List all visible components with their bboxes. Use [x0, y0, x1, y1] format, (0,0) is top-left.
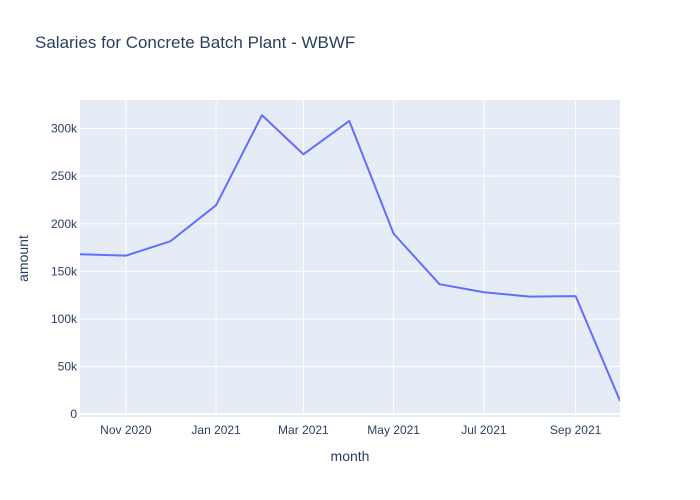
x-axis-ticks: Nov 2020 Jan 2021 Mar 2021 May 2021 Jul 2021…: [100, 423, 601, 437]
series-layer: [80, 114, 620, 402]
y-tick-label: 200k: [51, 217, 78, 231]
x-tick-label: Jan 2021: [191, 423, 241, 437]
x-tick-label: Sep 2021: [550, 423, 602, 437]
y-tick-label: 100k: [51, 312, 78, 326]
x-axis-title: month: [331, 448, 370, 464]
y-axis-ticks: 0 50k 100k 150k 200k 250k 300k: [51, 122, 78, 422]
x-tick-label: Jul 2021: [461, 423, 507, 437]
y-tick-label: 300k: [51, 122, 78, 136]
x-tick-label: Nov 2020: [100, 423, 152, 437]
series-line: [80, 114, 620, 402]
chart-title: Salaries for Concrete Batch Plant - WBWF: [35, 33, 356, 52]
y-tick-label: 50k: [58, 360, 78, 374]
x-tick-label: May 2021: [367, 423, 420, 437]
x-tick-label: Mar 2021: [278, 423, 329, 437]
plot-area: [80, 100, 620, 417]
y-tick-label: 0: [70, 407, 77, 421]
y-tick-label: 150k: [51, 264, 78, 278]
y-tick-label: 250k: [51, 169, 78, 183]
grid-lines: [80, 100, 620, 417]
y-axis-title: amount: [15, 235, 31, 282]
